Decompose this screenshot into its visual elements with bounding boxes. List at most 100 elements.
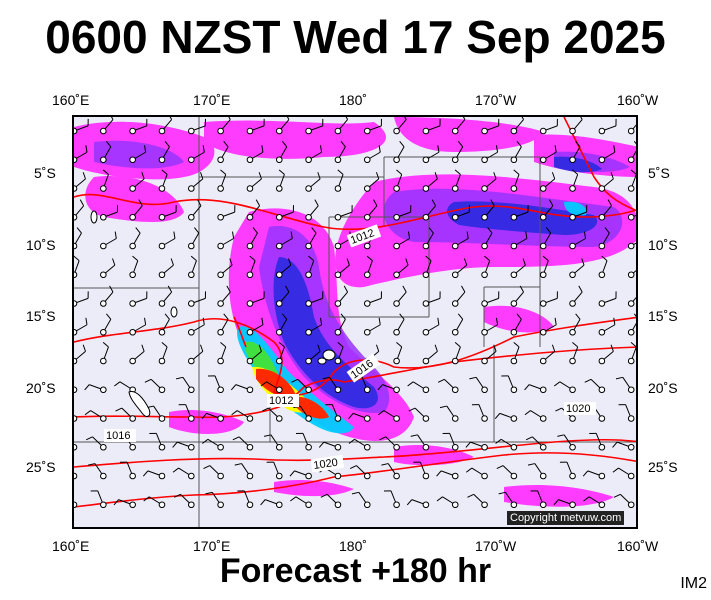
wind-station-marker bbox=[569, 501, 576, 509]
wind-station-marker bbox=[100, 386, 107, 394]
wind-barb-flag bbox=[633, 141, 636, 145]
wind-station-marker bbox=[158, 156, 166, 164]
wind-station-marker bbox=[510, 443, 518, 451]
lon-label-top-170w: 170˚W bbox=[475, 92, 517, 108]
wind-barb-flag bbox=[141, 344, 145, 352]
wind-station-marker bbox=[275, 271, 283, 279]
wind-barb-flag bbox=[232, 436, 240, 441]
wind-station-marker bbox=[598, 213, 606, 221]
wind-barb-flag bbox=[581, 258, 585, 266]
wind-station-marker bbox=[363, 213, 371, 221]
wind-station-marker bbox=[598, 386, 606, 394]
wind-barb-flag bbox=[555, 407, 562, 412]
wind-station-marker bbox=[627, 357, 635, 365]
wind-station-marker bbox=[451, 386, 459, 394]
wind-station-marker bbox=[363, 127, 371, 135]
wind-station-marker bbox=[334, 501, 342, 509]
wind-barb-flag bbox=[366, 255, 373, 262]
wind-station-marker bbox=[627, 501, 635, 509]
wind-station-marker bbox=[569, 213, 576, 221]
wind-station-marker bbox=[129, 501, 136, 509]
lat-label-right-5s: 5˚S bbox=[648, 165, 670, 181]
wind-barb-flag bbox=[258, 172, 262, 180]
wind-station-marker bbox=[129, 443, 136, 451]
wind-station-marker bbox=[393, 386, 400, 394]
wind-barb-flag bbox=[289, 470, 295, 477]
wind-barb-flag bbox=[572, 169, 579, 175]
lon-label-top-160e: 160˚E bbox=[52, 92, 90, 108]
wind-station-marker bbox=[510, 213, 518, 221]
lon-label-top-170e: 170˚E bbox=[193, 92, 231, 108]
wind-station-marker bbox=[422, 443, 430, 451]
wind-station-marker bbox=[74, 443, 78, 451]
wind-barb-flag bbox=[527, 463, 535, 466]
wind-station-marker bbox=[217, 386, 224, 394]
wind-barb-flag bbox=[144, 145, 147, 153]
wind-barb-flag bbox=[252, 227, 258, 234]
wind-barb-flag bbox=[260, 499, 266, 506]
wind-station-marker bbox=[158, 443, 166, 451]
wind-station-marker bbox=[627, 213, 635, 221]
wind-station-marker bbox=[481, 127, 488, 135]
wind-barb-flag bbox=[525, 436, 533, 441]
wind-station-marker bbox=[481, 300, 488, 307]
wind-barb-flag bbox=[345, 117, 349, 120]
wind-barb-flag bbox=[106, 141, 112, 148]
wind-station-marker bbox=[305, 271, 312, 279]
wind-station-marker bbox=[129, 357, 136, 365]
wind-barb-flag bbox=[436, 470, 442, 477]
wind-station-marker bbox=[74, 185, 78, 192]
wind-barb-flag bbox=[258, 344, 262, 352]
wind-barb-flag bbox=[112, 258, 116, 266]
wind-station-marker bbox=[100, 242, 107, 250]
wind-barb-flag bbox=[318, 441, 325, 448]
wind-barb-flag bbox=[200, 344, 204, 352]
wind-barb-flag bbox=[161, 169, 168, 175]
wind-barb-flag bbox=[114, 231, 117, 239]
wind-station-marker bbox=[539, 127, 547, 135]
wind-station-marker bbox=[598, 127, 606, 135]
wind-station-marker bbox=[158, 127, 166, 135]
wind-station-marker bbox=[129, 415, 136, 422]
wind-station-marker bbox=[158, 415, 166, 422]
wind-barb-flag bbox=[399, 141, 405, 148]
wind-barb-flag bbox=[457, 313, 464, 320]
wind-barb-flag bbox=[545, 227, 552, 234]
wind-barb-flag bbox=[317, 172, 321, 180]
wind-station-marker bbox=[422, 472, 430, 480]
lon-label-bottom-170e: 170˚E bbox=[193, 538, 231, 554]
wind-station-marker bbox=[363, 271, 371, 279]
wind-station-marker bbox=[481, 357, 488, 365]
wind-barb-flag bbox=[613, 493, 621, 498]
wind-barb-flag bbox=[396, 169, 403, 175]
island-outlines bbox=[90, 210, 336, 417]
wind-station-marker bbox=[510, 472, 518, 480]
wind-station-marker bbox=[129, 271, 136, 279]
wind-station-marker bbox=[598, 443, 606, 451]
wind-barb-flag bbox=[173, 493, 181, 498]
wind-barb-flag bbox=[454, 341, 461, 348]
wind-barb-flag bbox=[495, 438, 502, 444]
wind-barb-flag bbox=[144, 378, 152, 383]
wind-barb-flag bbox=[172, 467, 179, 473]
wind-barb-flag bbox=[110, 117, 114, 120]
wind-barb-flag bbox=[190, 255, 197, 262]
wind-station-marker bbox=[422, 127, 430, 135]
wind-station-marker bbox=[246, 443, 254, 451]
wind-station-marker bbox=[158, 501, 166, 509]
wind-barb-flag bbox=[613, 145, 616, 153]
wind-barb-flag bbox=[144, 317, 147, 325]
wind-barb-flag bbox=[261, 145, 264, 153]
wind-station-marker bbox=[363, 242, 371, 250]
wind-barb-flag bbox=[202, 317, 205, 325]
wind-barb-flag bbox=[399, 313, 405, 320]
wind-barb-flag bbox=[231, 410, 238, 416]
wind-station-marker bbox=[246, 271, 254, 279]
wind-station-marker bbox=[305, 213, 312, 221]
wind-station-marker bbox=[217, 213, 224, 221]
wind-station-marker bbox=[598, 156, 606, 164]
wind-station-marker bbox=[569, 156, 576, 164]
wind-station-marker bbox=[451, 443, 459, 451]
wind-station-marker bbox=[246, 472, 254, 480]
wind-station-marker bbox=[275, 472, 283, 480]
